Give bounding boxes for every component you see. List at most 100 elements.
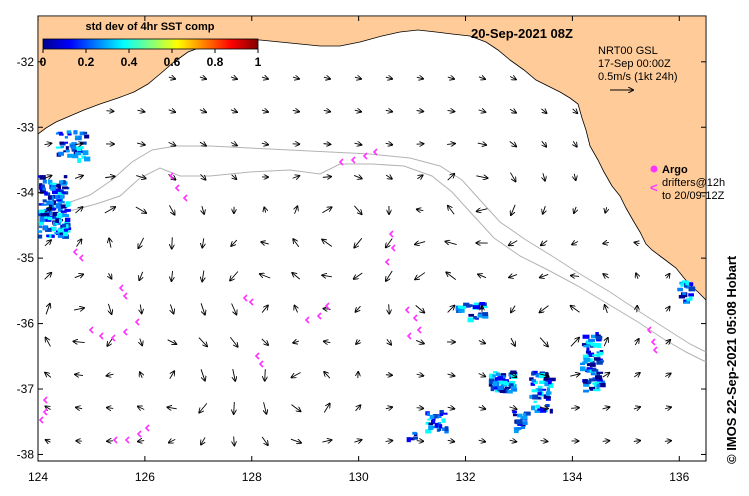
current-vector-arrow — [74, 274, 84, 277]
sst-stddev-pixel — [57, 233, 65, 238]
sst-stddev-pixel — [685, 280, 690, 286]
current-vector-arrow — [168, 110, 176, 112]
current-vector-arrow — [571, 408, 579, 409]
sst-stddev-pixel — [59, 133, 64, 136]
sst-stddev-pixel — [64, 217, 71, 223]
drifter-track-marker — [72, 248, 78, 256]
sst-stddev-pixel — [64, 227, 72, 231]
sst-stddev-pixel — [545, 404, 550, 408]
current-vector-arrow — [633, 441, 640, 442]
current-vector-arrow — [291, 372, 301, 378]
sst-stddev-pixel — [512, 413, 518, 417]
sst-stddev-pixel — [51, 189, 58, 195]
sst-stddev-pixel — [82, 150, 89, 156]
current-vector-arrow — [199, 77, 206, 79]
sst-stddev-pixel — [38, 203, 45, 206]
current-vector-arrow — [389, 304, 390, 313]
current-vector-arrow — [260, 274, 271, 279]
current-vector-arrow — [415, 340, 424, 343]
current-vector-arrow — [356, 305, 361, 312]
current-vector-arrow — [46, 338, 51, 347]
sst-stddev-pixel — [588, 338, 595, 343]
sst-stddev-pixel — [508, 383, 514, 387]
current-vector-arrow — [448, 206, 455, 215]
current-vector-arrow — [602, 407, 610, 409]
current-vector-arrow — [104, 207, 115, 214]
sst-stddev-pixel — [685, 285, 690, 289]
current-vector-arrow — [202, 205, 204, 214]
sst-stddev-pixel — [42, 179, 47, 184]
current-vector-arrow — [45, 373, 52, 378]
sst-stddev-pixel — [459, 305, 467, 309]
current-vector-arrow — [261, 242, 269, 244]
sst-stddev-pixel — [596, 351, 600, 355]
x-tick-label: 132 — [456, 470, 476, 484]
sst-stddev-pixel — [513, 411, 517, 415]
sst-stddev-pixel — [596, 384, 600, 389]
drifter-track-marker — [650, 338, 656, 346]
current-vector-arrow — [108, 303, 111, 314]
current-vector-arrow — [75, 144, 82, 145]
sst-stddev-pixel — [499, 388, 506, 393]
colorbar-tick-label: 1 — [255, 55, 262, 69]
current-vector-arrow — [511, 204, 516, 215]
sst-stddev-pixel — [549, 408, 553, 414]
drifter-track-marker — [112, 436, 118, 444]
sst-stddev-pixel — [65, 203, 70, 208]
sst-stddev-pixel — [583, 379, 588, 384]
sst-stddev-pixel — [406, 437, 411, 443]
sst-stddev-pixel — [477, 313, 483, 318]
current-vector-arrow — [539, 374, 548, 377]
sst-stddev-pixel — [585, 380, 591, 385]
current-vectors — [45, 76, 672, 445]
sst-stddev-pixel — [46, 200, 51, 206]
sst-stddev-pixel — [511, 388, 518, 392]
sst-stddev-pixel — [512, 410, 517, 414]
sst-stddev-pixel — [686, 298, 690, 302]
sst-stddev-patches — [38, 130, 696, 443]
current-vector-arrow — [137, 143, 145, 145]
sst-stddev-pixel — [543, 376, 550, 381]
sst-stddev-pixel — [586, 340, 593, 345]
sst-stddev-pixel — [57, 216, 62, 221]
drifter-track-marker — [652, 346, 658, 354]
sst-stddev-pixel — [38, 230, 43, 233]
sst-stddev-pixel — [529, 377, 534, 381]
sst-stddev-pixel — [468, 313, 474, 317]
sst-stddev-pixel — [439, 410, 444, 415]
sst-stddev-pixel — [61, 228, 68, 233]
current-vector-arrow — [107, 374, 114, 376]
x-tick-label: 136 — [669, 470, 689, 484]
sst-stddev-pixel — [62, 234, 69, 239]
sst-stddev-pixel — [412, 431, 417, 435]
sst-stddev-pixel — [680, 282, 684, 287]
sst-stddev-pixel — [57, 207, 63, 212]
sst-stddev-pixel — [543, 394, 550, 399]
sst-stddev-pixel — [522, 413, 527, 416]
current-vector-arrow — [478, 110, 486, 112]
current-vector-arrow — [75, 207, 82, 214]
sst-stddev-pixel — [46, 211, 53, 215]
sst-stddev-pixel — [545, 372, 549, 376]
sst-stddev-pixel — [61, 191, 66, 194]
current-vector-arrow — [666, 307, 669, 312]
current-vector-arrow — [136, 176, 146, 179]
current-vector-arrow — [478, 274, 487, 277]
sst-stddev-pixel — [520, 418, 526, 421]
y-tick-label: -34 — [17, 186, 35, 200]
sst-stddev-pixel — [482, 315, 489, 319]
sst-stddev-pixel — [687, 282, 694, 287]
sst-stddev-pixel — [58, 180, 64, 184]
sst-stddev-pixel — [57, 192, 64, 196]
colorbar: std dev of 4hr SST comp 0 0.2 0.4 0.6 0.8 1 — [40, 21, 262, 69]
sst-stddev-pixel — [532, 370, 538, 375]
sst-stddev-pixel — [59, 232, 63, 235]
drifter-track-marker — [88, 326, 94, 334]
current-vector-arrow — [604, 338, 608, 347]
sst-stddev-pixel — [80, 141, 87, 145]
current-vector-arrow — [291, 404, 300, 412]
x-tick-label: 130 — [349, 470, 369, 484]
y-axis: -32 -33 -34 -35 -36 -37 -38 — [17, 55, 706, 461]
colorbar-ticks: 0 0.2 0.4 0.6 0.8 1 — [40, 49, 262, 69]
